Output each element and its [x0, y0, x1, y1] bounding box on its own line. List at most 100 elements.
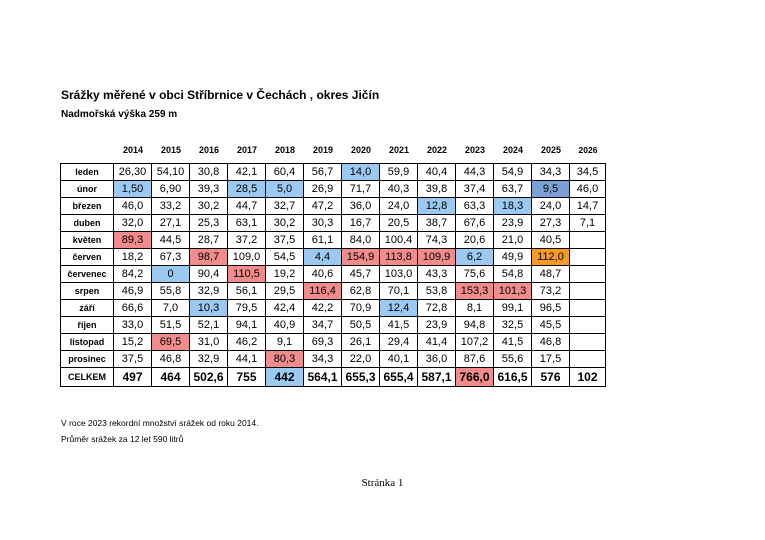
rainfall-cell: 67,6	[455, 214, 494, 232]
total-cell: 102	[569, 367, 606, 387]
table-row: červen 18,2 67,3 98,7 109,0 54,5 4,4 154,9 113,8…	[60, 248, 606, 266]
year-header: 2024	[502, 145, 524, 155]
rainfall-cell: 42,1	[227, 163, 266, 181]
total-row: CELKEM 497 464 502,6 755 442 564,1 655,3 655,4 58…	[60, 367, 606, 387]
rainfall-cell: 103,0	[379, 265, 418, 283]
rainfall-cell: 47,2	[303, 197, 342, 215]
rainfall-cell: 55,6	[493, 350, 532, 368]
rainfall-cell: 40,4	[417, 163, 456, 181]
rainfall-cell: 26,9	[303, 180, 342, 198]
rainfall-cell: 34,3	[303, 350, 342, 368]
rainfall-cell: 40,5	[531, 231, 570, 249]
rainfall-cell: 24,0	[379, 197, 418, 215]
year-header: 2015	[160, 145, 182, 155]
rainfall-cell: 17,5	[531, 350, 570, 368]
rainfall-cell: 33,0	[113, 316, 152, 334]
rainfall-cell: 43,3	[417, 265, 456, 283]
rainfall-cell: 37,4	[455, 180, 494, 198]
rainfall-cell: 32,9	[189, 282, 228, 300]
rainfall-cell: 51,5	[151, 316, 190, 334]
rainfall-cell: 90,4	[189, 265, 228, 283]
rainfall-cell: 9,1	[265, 333, 304, 351]
rainfall-cell: 16,7	[341, 214, 380, 232]
month-label: červen	[60, 248, 114, 266]
rainfall-cell: 8,1	[455, 299, 494, 317]
rainfall-cell: 49,9	[493, 248, 532, 266]
rainfall-cell: 73,2	[531, 282, 570, 300]
rainfall-cell: 109,0	[227, 248, 266, 266]
year-header: 2017	[236, 145, 258, 155]
table-row: únor 1,50 6,90 39,3 28,5 5,0 26,9 71,7 40,3 39,8 3…	[60, 180, 606, 198]
rainfall-cell: 69,5	[151, 333, 190, 351]
rainfall-cell: 40,9	[265, 316, 304, 334]
month-label: únor	[60, 180, 114, 198]
rainfall-cell: 9,5	[531, 180, 570, 198]
rainfall-cell: 22,0	[341, 350, 380, 368]
rainfall-cell: 24,0	[531, 197, 570, 215]
rainfall-cell: 12,8	[417, 197, 456, 215]
rainfall-cell	[569, 265, 606, 283]
rainfall-cell: 0	[151, 265, 190, 283]
rainfall-cell: 107,2	[455, 333, 494, 351]
rainfall-cell	[569, 333, 606, 351]
rainfall-cell: 98,7	[189, 248, 228, 266]
rainfall-cell: 18,2	[113, 248, 152, 266]
rainfall-cell: 40,6	[303, 265, 342, 283]
rainfall-cell: 84,2	[113, 265, 152, 283]
rainfall-cell: 54,10	[151, 163, 190, 181]
rainfall-cell: 54,9	[493, 163, 532, 181]
rainfall-cell: 59,9	[379, 163, 418, 181]
average-note: Průměr srážek za 12 let 590 litrů	[61, 434, 184, 444]
rainfall-cell: 36,0	[417, 350, 456, 368]
altitude-subtitle: Nadmořská výška 259 m	[61, 109, 178, 120]
month-label: září	[60, 299, 114, 317]
rainfall-cell: 70,9	[341, 299, 380, 317]
rainfall-cell: 29,4	[379, 333, 418, 351]
total-cell: 502,6	[189, 367, 228, 387]
rainfall-cell: 39,8	[417, 180, 456, 198]
rainfall-cell: 113,8	[379, 248, 418, 266]
rainfall-cell: 32,0	[113, 214, 152, 232]
rainfall-cell: 23,9	[417, 316, 456, 334]
rainfall-cell: 29,5	[265, 282, 304, 300]
rainfall-cell: 60,4	[265, 163, 304, 181]
total-label: CELKEM	[60, 367, 114, 387]
rainfall-cell	[569, 248, 606, 266]
rainfall-cell: 21,0	[493, 231, 532, 249]
rainfall-cell: 32,7	[265, 197, 304, 215]
rainfall-cell: 116,4	[303, 282, 342, 300]
rainfall-cell: 4,4	[303, 248, 342, 266]
total-cell: 766,0	[455, 367, 494, 387]
rainfall-cell: 14,7	[569, 197, 606, 215]
rainfall-cell: 42,2	[303, 299, 342, 317]
rainfall-cell: 30,2	[265, 214, 304, 232]
rainfall-cell: 99,1	[493, 299, 532, 317]
table-row: prosinec 37,5 46,8 32,9 44,1 80,3 34,3 22,0 40,1…	[60, 350, 606, 368]
rainfall-cell: 75,6	[455, 265, 494, 283]
rainfall-cell: 100,4	[379, 231, 418, 249]
record-note: V roce 2023 rekordní množství srážek od …	[61, 418, 259, 428]
rainfall-cell: 33,2	[151, 197, 190, 215]
year-header: 2021	[388, 145, 410, 155]
rainfall-cell: 44,5	[151, 231, 190, 249]
rainfall-cell: 55,8	[151, 282, 190, 300]
rainfall-cell: 52,1	[189, 316, 228, 334]
rainfall-cell: 41,5	[493, 333, 532, 351]
rainfall-cell: 6,2	[455, 248, 494, 266]
rainfall-cell: 20,6	[455, 231, 494, 249]
total-cell: 464	[151, 367, 190, 387]
rainfall-cell: 154,9	[341, 248, 380, 266]
rainfall-cell: 12,4	[379, 299, 418, 317]
rainfall-cell: 30,8	[189, 163, 228, 181]
year-header: 2023	[464, 145, 486, 155]
document-title: Srážky měřené v obci Stříbrnice v Čechác…	[61, 88, 380, 102]
rainfall-cell: 72,8	[417, 299, 456, 317]
rainfall-cell: 6,90	[151, 180, 190, 198]
rainfall-cell: 69,3	[303, 333, 342, 351]
rainfall-cell: 27,1	[151, 214, 190, 232]
month-label: listopad	[60, 333, 114, 351]
rainfall-cell: 80,3	[265, 350, 304, 368]
precipitation-table: leden 26,30 54,10 30,8 42,1 60,4 56,7 14,0 59,9 4…	[60, 163, 606, 387]
total-cell: 655,3	[341, 367, 380, 387]
total-cell: 442	[265, 367, 304, 387]
